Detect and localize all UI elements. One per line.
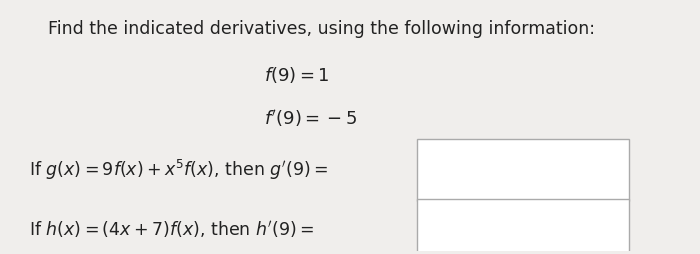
FancyBboxPatch shape bbox=[416, 139, 629, 201]
FancyBboxPatch shape bbox=[416, 199, 629, 254]
Text: $f'(9) = -5$: $f'(9) = -5$ bbox=[264, 107, 357, 128]
Text: If $g(x) = 9f(x) + x^5f(x)$, then $g'(9) =$: If $g(x) = 9f(x) + x^5f(x)$, then $g'(9)… bbox=[29, 157, 328, 181]
Text: $f(9) = 1$: $f(9) = 1$ bbox=[264, 65, 329, 85]
Text: Find the indicated derivatives, using the following information:: Find the indicated derivatives, using th… bbox=[48, 20, 596, 38]
Text: If $h(x) = (4x + 7)f(x)$, then $h'(9) =$: If $h(x) = (4x + 7)f(x)$, then $h'(9) =$ bbox=[29, 218, 314, 239]
